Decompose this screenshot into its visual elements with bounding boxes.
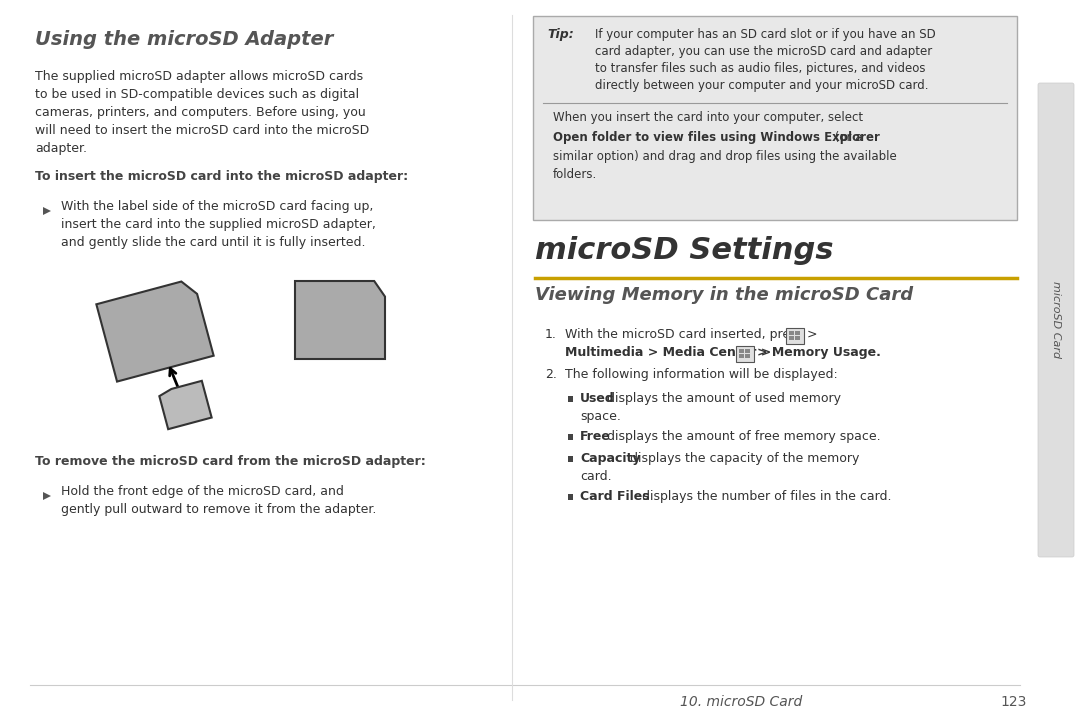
Bar [745, 354, 750, 358]
Text: The following information will be displayed:: The following information will be displa… [565, 368, 838, 381]
Text: displays the amount of free memory space.: displays the amount of free memory space… [604, 430, 881, 443]
Text: displays the capacity of the memory: displays the capacity of the memory [626, 452, 860, 465]
Text: > Memory Usage.: > Memory Usage. [757, 346, 881, 359]
Text: If your computer has an SD card slot or if you have an SD: If your computer has an SD card slot or … [595, 28, 935, 41]
Polygon shape [295, 281, 384, 359]
FancyBboxPatch shape [1038, 83, 1074, 557]
Bar [789, 331, 794, 335]
Text: space.: space. [580, 410, 621, 423]
Text: and gently slide the card until it is fully inserted.: and gently slide the card until it is fu… [60, 236, 365, 249]
Bar [568, 434, 573, 440]
Text: cameras, printers, and computers. Before using, you: cameras, printers, and computers. Before… [35, 106, 366, 119]
Polygon shape [43, 492, 51, 500]
Text: displays the number of files in the card.: displays the number of files in the card… [638, 490, 891, 503]
FancyBboxPatch shape [735, 346, 754, 362]
Text: Free: Free [580, 430, 611, 443]
Bar [795, 331, 800, 335]
Text: To remove the microSD card from the microSD adapter:: To remove the microSD card from the micr… [35, 455, 426, 468]
Text: Open folder to view files using Windows Explorer: Open folder to view files using Windows … [553, 131, 880, 144]
Text: Using the microSD Adapter: Using the microSD Adapter [35, 30, 334, 49]
Text: (or a: (or a [831, 131, 863, 144]
Text: 1.: 1. [545, 328, 557, 341]
Text: Used: Used [580, 392, 615, 405]
Bar [739, 349, 744, 353]
Bar [745, 349, 750, 353]
Text: microSD Settings: microSD Settings [535, 236, 834, 265]
Text: To insert the microSD card into the microSD adapter:: To insert the microSD card into the micr… [35, 170, 408, 183]
Text: gently pull outward to remove it from the adapter.: gently pull outward to remove it from th… [60, 503, 376, 516]
Text: directly between your computer and your microSD card.: directly between your computer and your … [595, 79, 929, 92]
Text: >: > [807, 328, 818, 341]
Text: insert the card into the supplied microSD adapter,: insert the card into the supplied microS… [60, 218, 376, 231]
Text: folders.: folders. [553, 168, 597, 181]
Text: Capacity: Capacity [580, 452, 640, 465]
Text: microSD Card: microSD Card [1051, 282, 1061, 359]
Polygon shape [43, 207, 51, 215]
Text: adapter.: adapter. [35, 142, 87, 155]
Bar [789, 336, 794, 340]
Text: The supplied microSD adapter allows microSD cards: The supplied microSD adapter allows micr… [35, 70, 363, 83]
FancyBboxPatch shape [534, 16, 1017, 220]
FancyBboxPatch shape [786, 328, 804, 344]
Text: With the label side of the microSD card facing up,: With the label side of the microSD card … [60, 200, 374, 213]
Text: will need to insert the microSD card into the microSD: will need to insert the microSD card int… [35, 124, 369, 137]
Bar [568, 396, 573, 402]
Text: similar option) and drag and drop files using the available: similar option) and drag and drop files … [553, 150, 896, 163]
Text: displays the amount of used memory: displays the amount of used memory [604, 392, 841, 405]
Text: When you insert the card into your computer, select: When you insert the card into your compu… [553, 111, 863, 124]
Bar [568, 494, 573, 500]
Text: Multimedia > Media Center >: Multimedia > Media Center > [565, 346, 771, 359]
Text: card adapter, you can use the microSD card and adapter: card adapter, you can use the microSD ca… [595, 45, 932, 58]
Text: to be used in SD-compatible devices such as digital: to be used in SD-compatible devices such… [35, 88, 360, 101]
Text: Hold the front edge of the microSD card, and: Hold the front edge of the microSD card,… [60, 485, 343, 498]
Text: 10. microSD Card: 10. microSD Card [680, 695, 802, 709]
Text: Viewing Memory in the microSD Card: Viewing Memory in the microSD Card [535, 286, 913, 304]
Text: card.: card. [580, 470, 611, 483]
Bar [795, 336, 800, 340]
Polygon shape [160, 381, 212, 429]
Text: Tip:: Tip: [546, 28, 573, 41]
Text: to transfer files such as audio files, pictures, and videos: to transfer files such as audio files, p… [595, 62, 926, 75]
Polygon shape [96, 282, 214, 382]
Bar [568, 456, 573, 462]
Text: With the microSD card inserted, press: With the microSD card inserted, press [565, 328, 804, 341]
Text: Card Files: Card Files [580, 490, 650, 503]
Text: 2.: 2. [545, 368, 557, 381]
Text: 123: 123 [1000, 695, 1026, 709]
Bar [739, 354, 744, 358]
